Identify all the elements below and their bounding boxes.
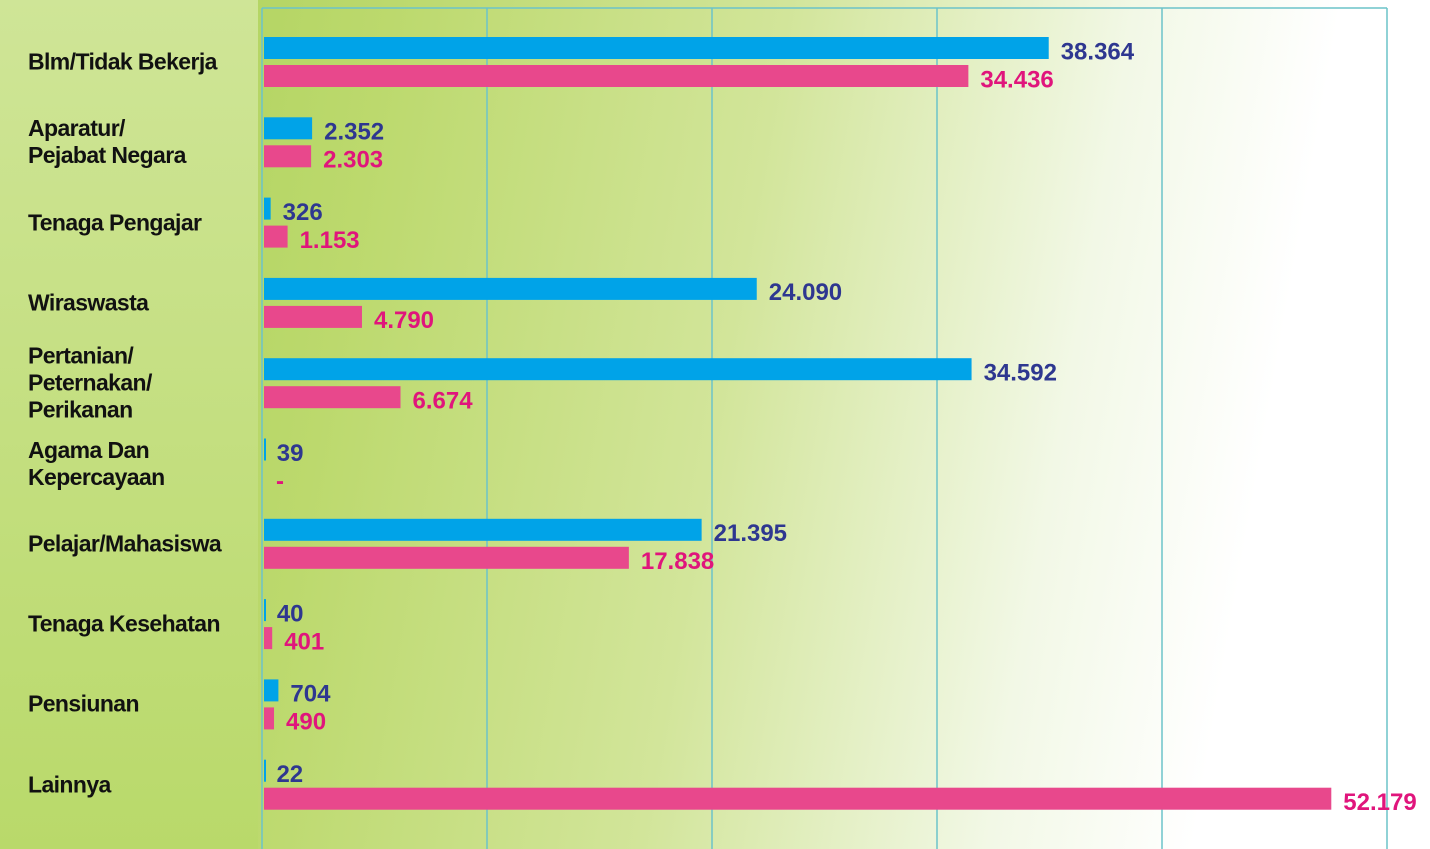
bar <box>264 759 266 782</box>
bar <box>264 65 969 87</box>
label-panel <box>0 0 258 849</box>
value-label: 17.838 <box>641 548 714 575</box>
category-label: Tenaga Pengajar <box>28 209 202 236</box>
value-label: 24.090 <box>769 279 842 306</box>
value-label: 326 <box>283 199 323 226</box>
bar <box>264 546 629 569</box>
value-label: 39 <box>277 440 304 467</box>
category-label: Pertanian/ Peternakan/ Perikanan <box>28 342 152 423</box>
bar <box>264 518 702 541</box>
value-label: 38.364 <box>1061 38 1135 65</box>
value-label: 490 <box>286 709 326 736</box>
category-label: Lainnya <box>28 771 111 798</box>
value-label: 34.436 <box>980 66 1053 93</box>
bar <box>264 386 401 409</box>
bar <box>264 225 288 248</box>
value-label: 704 <box>290 681 331 708</box>
bar <box>264 277 757 300</box>
category-label: Wiraswasta <box>28 289 149 316</box>
bar <box>264 117 313 140</box>
value-label: 21.395 <box>714 520 787 547</box>
category-label: Tenaga Kesehatan <box>28 610 221 637</box>
bar <box>264 358 972 381</box>
value-label: 4.790 <box>374 307 434 334</box>
category-label: Agama Dan Kepercayaan <box>28 436 165 490</box>
value-label: 2.352 <box>324 119 384 146</box>
category-label: Aparatur/ Pejabat Negara <box>28 115 186 169</box>
bar <box>264 787 1332 810</box>
value-label: 6.674 <box>413 388 474 415</box>
value-label: 401 <box>284 628 324 655</box>
bar <box>264 599 266 622</box>
bar <box>264 438 266 461</box>
bar <box>264 679 279 702</box>
value-label: 22 <box>276 761 303 788</box>
bar <box>264 145 312 168</box>
value-label: - <box>276 468 284 495</box>
bar <box>264 627 273 650</box>
value-label: 2.303 <box>323 147 383 174</box>
bar <box>264 305 362 328</box>
bar <box>264 197 271 220</box>
category-label: Pensiunan <box>28 690 140 717</box>
category-label: Pelajar/Mahasiswa <box>28 530 222 557</box>
value-label: 52.179 <box>1343 789 1416 816</box>
bar <box>264 37 1049 59</box>
value-label: 34.592 <box>984 360 1057 387</box>
value-label: 40 <box>277 600 304 627</box>
category-label: Blm/Tidak Bekerja <box>28 48 217 75</box>
bar <box>264 707 275 730</box>
value-label: 1.153 <box>300 227 360 254</box>
